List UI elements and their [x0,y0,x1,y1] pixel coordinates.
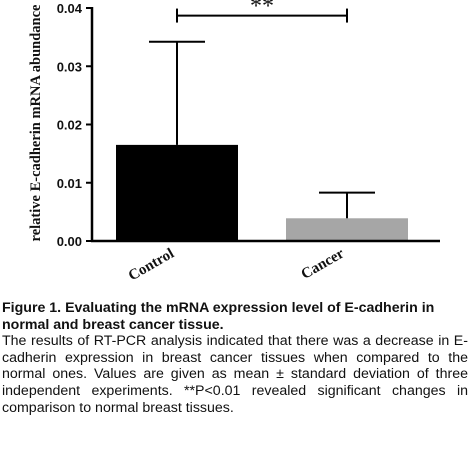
x-tick-label: Cancer [299,245,348,282]
y-tick-label: 0.01 [57,176,82,191]
y-axis-label: relative E-cadherin mRNA abundance [28,4,44,242]
bar-cancer [286,218,408,241]
figure-caption: Figure 1. Evaluating the mRNA expression… [2,300,468,416]
y-tick-label: 0.00 [57,234,82,249]
caption-title: Figure 1. Evaluating the mRNA expression… [2,300,435,333]
x-tick-label: Control [126,246,177,285]
y-tick-label: 0.03 [57,59,82,74]
caption-body: The results of RT-PCR analysis indicated… [2,333,468,416]
significance-label: ** [250,0,274,20]
bar-chart: relative E-cadherin mRNA abundance 0.00 0… [28,0,440,285]
y-tick-label: 0.04 [57,1,83,16]
bar-control [116,144,238,241]
y-tick-label: 0.02 [57,118,82,133]
